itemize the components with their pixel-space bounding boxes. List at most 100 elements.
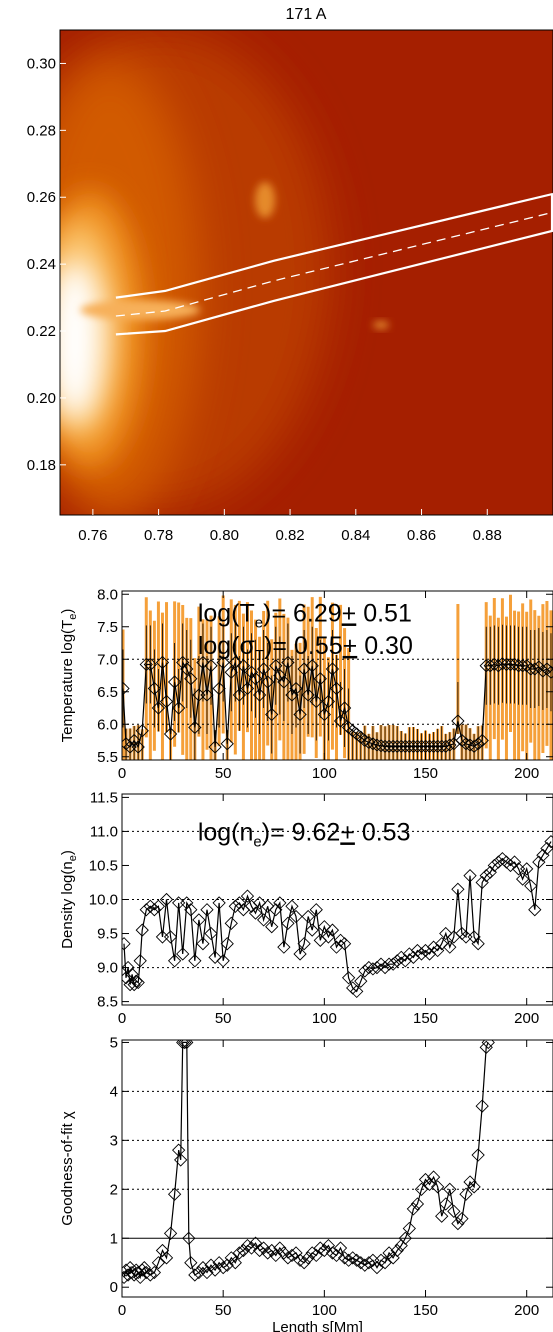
data-point (167, 954, 182, 968)
data-point (273, 1241, 287, 1255)
data-point (520, 659, 534, 673)
y-tick-label: 5 (110, 1034, 118, 1051)
data-point (273, 896, 287, 910)
data-point (431, 1180, 445, 1194)
y-tick-label: 8.0 (97, 586, 118, 603)
y-tick-label: 0.28 (27, 122, 56, 139)
data-point (406, 1202, 421, 1216)
data-point (447, 1204, 461, 1218)
data-point (131, 975, 145, 990)
data-point (439, 739, 453, 753)
data-point (252, 1243, 267, 1258)
data-point (317, 707, 331, 722)
data-point (289, 681, 303, 696)
data-point (277, 1246, 291, 1260)
data-point (325, 662, 340, 676)
data-point (337, 701, 352, 715)
data-point (451, 1216, 465, 1231)
y-tick-label: 6.5 (97, 684, 118, 701)
data-point (176, 947, 190, 961)
data-point (232, 1246, 246, 1260)
data-point (475, 733, 489, 748)
data-point (261, 675, 275, 689)
euv-image-panel: 171 A 0.76 0.78 0.80 0.82 0.84 0.86 0.880.180.… (27, 6, 553, 544)
data-point (200, 688, 214, 702)
data-point (503, 858, 518, 873)
x-tick-label: 0.78 (144, 527, 173, 544)
data-point (467, 739, 481, 753)
y-tick-label: 3 (110, 1132, 118, 1149)
data-point (281, 655, 295, 670)
data-point (240, 889, 255, 903)
data-point (390, 1243, 404, 1258)
data-point (127, 977, 141, 992)
data-point (188, 954, 202, 968)
y-tick-label: 4 (110, 1083, 118, 1100)
data-point (155, 655, 170, 670)
image-axes: 0.76 0.78 0.80 0.82 0.84 0.86 0.88 0.18 0.20 0.22… (27, 55, 502, 544)
y-tick-label: 7.5 (97, 619, 118, 636)
data-point (455, 733, 469, 748)
solar-image (60, 30, 553, 515)
data-point (184, 672, 198, 686)
data-point (129, 974, 143, 988)
data-point (265, 707, 279, 722)
data-point (261, 1246, 275, 1260)
data-point (475, 1099, 489, 1113)
data-point (333, 1241, 348, 1255)
data-point (265, 1243, 279, 1258)
y-tick-label: 7.0 (97, 651, 118, 668)
data-point (167, 675, 182, 689)
x-tick-label: 150 (413, 1010, 438, 1027)
data-point (398, 1231, 412, 1245)
x-tick-label: 200 (514, 1302, 539, 1319)
x-tick-label: 100 (312, 1302, 337, 1319)
data-point (418, 1172, 433, 1187)
annotation: log(σT)= 0.55+ 0.30 (198, 632, 413, 664)
data-point (127, 733, 141, 748)
x-tick-label: 0.86 (407, 527, 436, 544)
data-point (305, 923, 319, 937)
data-point (228, 655, 242, 670)
y-axis-title: Temperature log(Te) (59, 609, 79, 743)
x-tick-label: 0.84 (341, 527, 370, 544)
x-tick-label: 0 (118, 1302, 126, 1319)
data-point (495, 657, 510, 671)
data-point (143, 1268, 157, 1282)
y-axis-title: Goodness-of-fit χ (59, 1111, 76, 1226)
data-point (159, 1251, 174, 1265)
y-tick-label: 0.20 (27, 390, 56, 407)
data-point (244, 665, 259, 679)
data-point (386, 957, 400, 971)
data-point (151, 701, 166, 715)
data-point (204, 659, 218, 673)
data-point (483, 865, 497, 879)
data-point (329, 681, 344, 696)
data-point (176, 655, 190, 670)
data-point (305, 659, 319, 673)
data-point (244, 1241, 259, 1255)
data-point (471, 1148, 485, 1162)
temperature-panel: 0 50 100 150 200 5.5 6.0 6.5 7.0 7.5 8.0 Temperatur… (59, 586, 553, 782)
data-point (435, 739, 449, 753)
y-tick-label: 10.5 (89, 857, 118, 874)
data-point (374, 739, 388, 753)
data-point (261, 899, 275, 913)
y-tick-label: 0.26 (27, 189, 56, 206)
data-point (317, 920, 331, 934)
data-point (503, 657, 518, 672)
data-point (236, 1243, 251, 1258)
data-point (297, 937, 311, 951)
data-point (224, 916, 238, 930)
y-tick-label: 0.18 (27, 457, 56, 474)
loop-upper-boundary (115, 192, 553, 299)
y-tick-label: 11.0 (90, 823, 118, 840)
loop-lower-boundary (115, 229, 553, 336)
data-point (540, 662, 553, 676)
data-point (269, 903, 283, 917)
y-tick-label: 9.0 (97, 960, 118, 977)
data-point (362, 1256, 376, 1270)
data-point (182, 1231, 196, 1245)
data-point (301, 1251, 315, 1265)
data-point (236, 659, 251, 673)
